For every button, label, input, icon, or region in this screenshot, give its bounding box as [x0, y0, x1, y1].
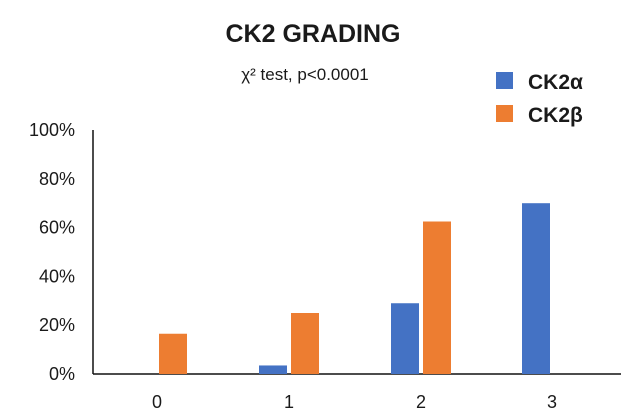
legend-label-ck2-alpha: CK2α	[528, 71, 583, 94]
bar-series-0-category-3	[522, 203, 550, 374]
y-tick-label: 60%	[39, 218, 75, 238]
chart-title: CK2 GRADING	[225, 20, 400, 48]
legend-swatch-ck2-beta	[496, 105, 513, 122]
bar-series-0-category-1	[259, 365, 287, 374]
x-tick-labels: 0 1 2 3	[152, 392, 557, 412]
legend-label-ck2-beta: CK2β	[528, 104, 583, 127]
legend-swatch-ck2-alpha	[496, 72, 513, 89]
bars	[159, 203, 550, 374]
bar-series-1-category-1	[291, 313, 319, 374]
x-tick-label: 2	[416, 392, 426, 412]
y-tick-label: 100%	[29, 120, 75, 140]
y-tick-label: 80%	[39, 169, 75, 189]
bar-series-1-category-0	[159, 333, 187, 374]
y-tick-label: 40%	[39, 266, 75, 286]
bar-series-1-category-2	[423, 221, 451, 374]
chart-subtitle: χ² test, p<0.0001	[241, 65, 369, 84]
bar-series-0-category-2	[391, 303, 419, 374]
y-tick-labels: 0% 20% 40% 60% 80% 100%	[29, 120, 75, 384]
x-tick-label: 1	[284, 392, 294, 412]
x-tick-label: 3	[547, 392, 557, 412]
legend: CK2α CK2β	[496, 71, 583, 127]
y-tick-label: 20%	[39, 315, 75, 335]
y-tick-label: 0%	[49, 364, 75, 384]
x-tick-label: 0	[152, 392, 162, 412]
